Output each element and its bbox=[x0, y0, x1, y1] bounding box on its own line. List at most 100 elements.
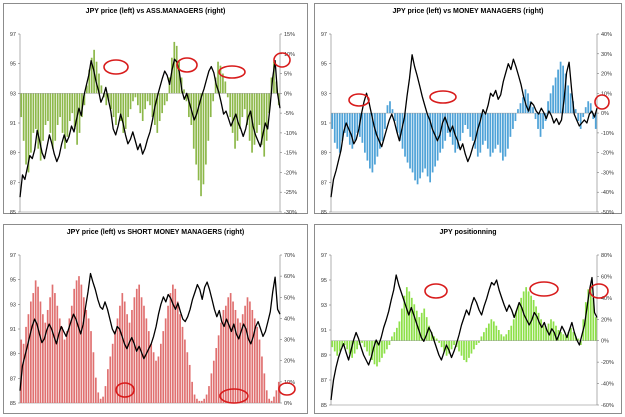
bar bbox=[27, 314, 30, 403]
bar bbox=[520, 297, 523, 341]
bar bbox=[61, 93, 64, 133]
bar bbox=[373, 340, 376, 365]
bar bbox=[486, 113, 489, 149]
right-tick-label: -40% bbox=[601, 190, 614, 196]
bar bbox=[183, 89, 185, 94]
bar bbox=[22, 93, 25, 141]
bar bbox=[244, 305, 246, 403]
right-tick-label: 50% bbox=[284, 295, 295, 301]
bar bbox=[44, 322, 47, 403]
bar bbox=[193, 394, 196, 403]
annotation-ellipse bbox=[103, 59, 129, 75]
bar bbox=[419, 113, 421, 179]
chart-panel-asset-managers: JPY price (left) vs ASS.MANAGERS (right)… bbox=[3, 3, 308, 215]
bar bbox=[559, 61, 562, 114]
bar bbox=[522, 97, 524, 114]
bar bbox=[453, 340, 455, 345]
bar bbox=[406, 113, 409, 163]
left-tick-label: 85 bbox=[10, 401, 16, 407]
bar bbox=[338, 340, 341, 352]
bar bbox=[224, 305, 227, 403]
left-tick-label: 91 bbox=[10, 121, 16, 127]
bar bbox=[474, 113, 477, 149]
left-tick-label: 91 bbox=[321, 328, 327, 334]
price-line bbox=[330, 274, 598, 401]
bar bbox=[115, 93, 117, 125]
bar-series bbox=[331, 285, 597, 367]
bar bbox=[253, 318, 256, 403]
bar bbox=[366, 113, 369, 161]
bar bbox=[431, 113, 434, 173]
left-tick-label: 93 bbox=[321, 91, 327, 97]
bar bbox=[529, 101, 532, 114]
bar bbox=[197, 93, 200, 181]
bar bbox=[542, 325, 545, 341]
bar bbox=[468, 340, 470, 358]
right-tick-label: 10% bbox=[601, 91, 612, 97]
bar bbox=[336, 340, 339, 356]
bar bbox=[80, 284, 83, 403]
bar bbox=[369, 113, 371, 169]
left-tick-label: 87 bbox=[321, 378, 327, 384]
bar bbox=[222, 309, 225, 403]
left-tick-label: 87 bbox=[10, 376, 16, 382]
bar bbox=[399, 113, 401, 141]
bar bbox=[88, 69, 91, 94]
bar bbox=[99, 398, 102, 403]
bar bbox=[121, 293, 124, 403]
right-tick-label: -15% bbox=[284, 151, 297, 157]
bar bbox=[175, 45, 178, 94]
bar bbox=[490, 319, 493, 341]
bar bbox=[241, 93, 244, 118]
bar bbox=[150, 343, 153, 403]
right-tick-label: -50% bbox=[601, 210, 614, 215]
annotation-ellipse bbox=[176, 57, 198, 73]
left-tick-label: 87 bbox=[10, 180, 16, 186]
left-tick-label: 97 bbox=[321, 253, 327, 259]
bar bbox=[227, 297, 230, 403]
bar bbox=[243, 93, 246, 110]
right-tick-label: 0% bbox=[601, 111, 609, 117]
bar bbox=[587, 101, 590, 114]
bar bbox=[66, 331, 68, 403]
bar bbox=[545, 327, 547, 341]
bar bbox=[123, 301, 126, 403]
bar bbox=[507, 330, 510, 341]
bar bbox=[525, 287, 528, 341]
right-tick-label: -30% bbox=[601, 170, 614, 176]
bar bbox=[589, 285, 592, 341]
right-tick-label: 60% bbox=[601, 274, 612, 280]
bar bbox=[157, 356, 160, 403]
bar bbox=[466, 113, 469, 129]
left-tick-label: 91 bbox=[321, 121, 327, 127]
bar bbox=[253, 93, 256, 145]
bar bbox=[448, 340, 450, 354]
bar bbox=[224, 81, 227, 94]
bar bbox=[500, 334, 503, 341]
bar bbox=[210, 373, 213, 403]
chart-title: JPY price (left) vs ASS.MANAGERS (right) bbox=[85, 8, 226, 15]
bar bbox=[27, 93, 30, 173]
annotation-ellipse bbox=[348, 93, 370, 107]
bar bbox=[405, 287, 408, 341]
bar bbox=[409, 113, 411, 169]
price-line bbox=[19, 58, 281, 198]
bar bbox=[400, 308, 403, 341]
bar bbox=[386, 105, 389, 114]
right-tick-label: -10% bbox=[284, 131, 297, 137]
bar bbox=[239, 93, 241, 129]
bar bbox=[256, 93, 258, 133]
bar bbox=[416, 113, 419, 185]
bar bbox=[441, 113, 444, 149]
annotation-ellipse bbox=[273, 52, 291, 68]
bar bbox=[579, 113, 582, 129]
bar bbox=[114, 331, 116, 403]
bar bbox=[351, 113, 354, 149]
bar bbox=[438, 340, 441, 343]
bar bbox=[219, 65, 222, 94]
bar bbox=[273, 396, 275, 403]
right-tick-label: -10% bbox=[601, 131, 614, 137]
bar bbox=[42, 314, 44, 403]
left-tick-label: 95 bbox=[321, 278, 327, 284]
